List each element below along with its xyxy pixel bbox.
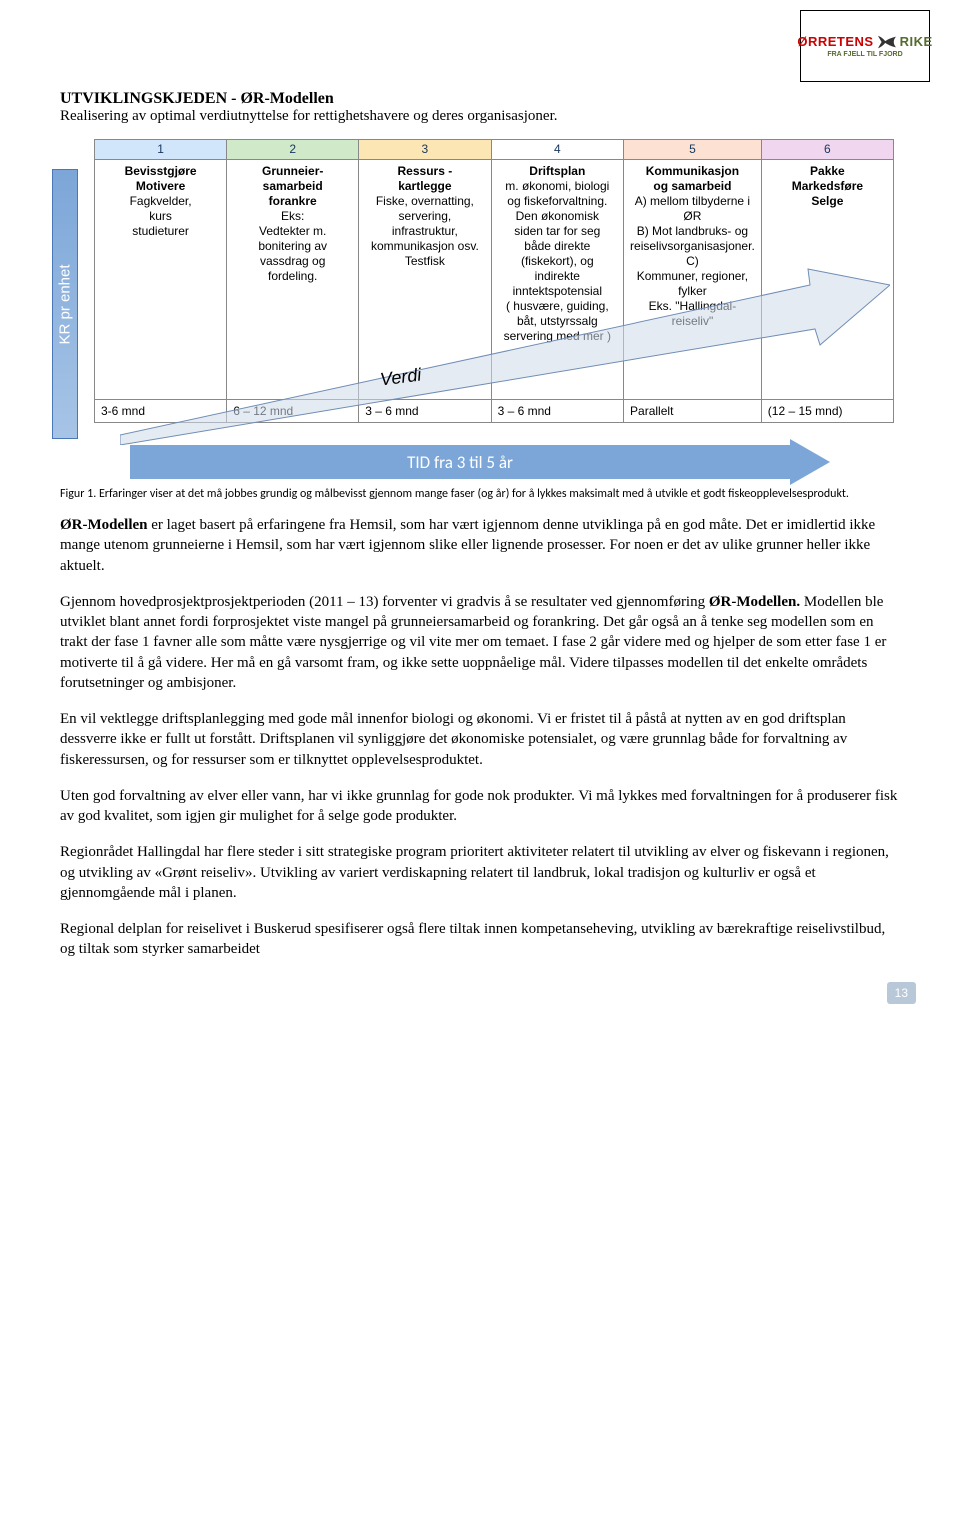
phase-duration: 3-6 mnd [95,400,227,423]
body-paragraph: En vil vektlegge driftsplanlegging med g… [60,709,900,770]
arrow-head-icon [790,439,830,485]
phase-cell: Ressurs -kartleggeFiske, overnatting,ser… [359,160,491,400]
column-number: 3 [359,140,491,160]
phase-duration: 3 – 6 mnd [491,400,623,423]
document-subtitle: Realisering av optimal verdiutnyttelse f… [60,108,900,125]
logo-text-1: ØRRETENS [797,34,873,49]
column-number: 1 [95,140,227,160]
phase-cell: Grunneier-samarbeidforankreEks:Vedtekter… [227,160,359,400]
phase-cell: Driftsplanm. økonomi, biologiog fiskefor… [491,160,623,400]
y-axis-label: KR pr enhet [57,264,74,344]
model-chart: KR pr enhet Verdi 123456 BevisstgjøreMot… [60,139,900,423]
fish-icon [878,35,896,49]
y-axis: KR pr enhet [52,169,78,439]
logo-subtitle: FRA FJELL TIL FJORD [827,51,902,58]
time-arrow-label: TID fra 3 til 5 år [130,445,790,479]
brand-logo: ØRRETENS RIKE FRA FJELL TIL FJORD [800,10,930,82]
column-number: 5 [624,140,762,160]
logo-text-2: RIKE [900,34,933,49]
phase-duration: 6 – 12 mnd [227,400,359,423]
body-paragraph: Gjennom hovedprosjektprosjektperioden (2… [60,592,900,693]
phase-duration: (12 – 15 mnd) [761,400,893,423]
phase-duration: Parallelt [624,400,762,423]
body-paragraph: Regional delplan for reiselivet i Busker… [60,919,900,960]
body-paragraph: Regionrådet Hallingdal har flere steder … [60,842,900,903]
phase-cell: Kommunikasjonog samarbeidA) mellom tilby… [624,160,762,400]
phase-cell: PakkeMarkedsføreSelge [761,160,893,400]
column-number: 2 [227,140,359,160]
figure-caption: Figur 1. Erfaringer viser at det må jobb… [60,487,900,501]
phase-table: 123456 BevisstgjøreMotivereFagkvelder,ku… [94,139,894,423]
body-paragraph: Uten god forvaltning av elver eller vann… [60,786,900,827]
time-arrow: TID fra 3 til 5 år [130,445,830,479]
document-title: UTVIKLINGSKJEDEN - ØR-Modellen [60,90,900,108]
column-number: 6 [761,140,893,160]
page-number: 13 [887,982,916,1004]
phase-cell: BevisstgjøreMotivereFagkvelder,kursstudi… [95,160,227,400]
column-number: 4 [491,140,623,160]
phase-duration: 3 – 6 mnd [359,400,491,423]
body-paragraph: ØR-Modellen er laget basert på erfaringe… [60,515,900,576]
